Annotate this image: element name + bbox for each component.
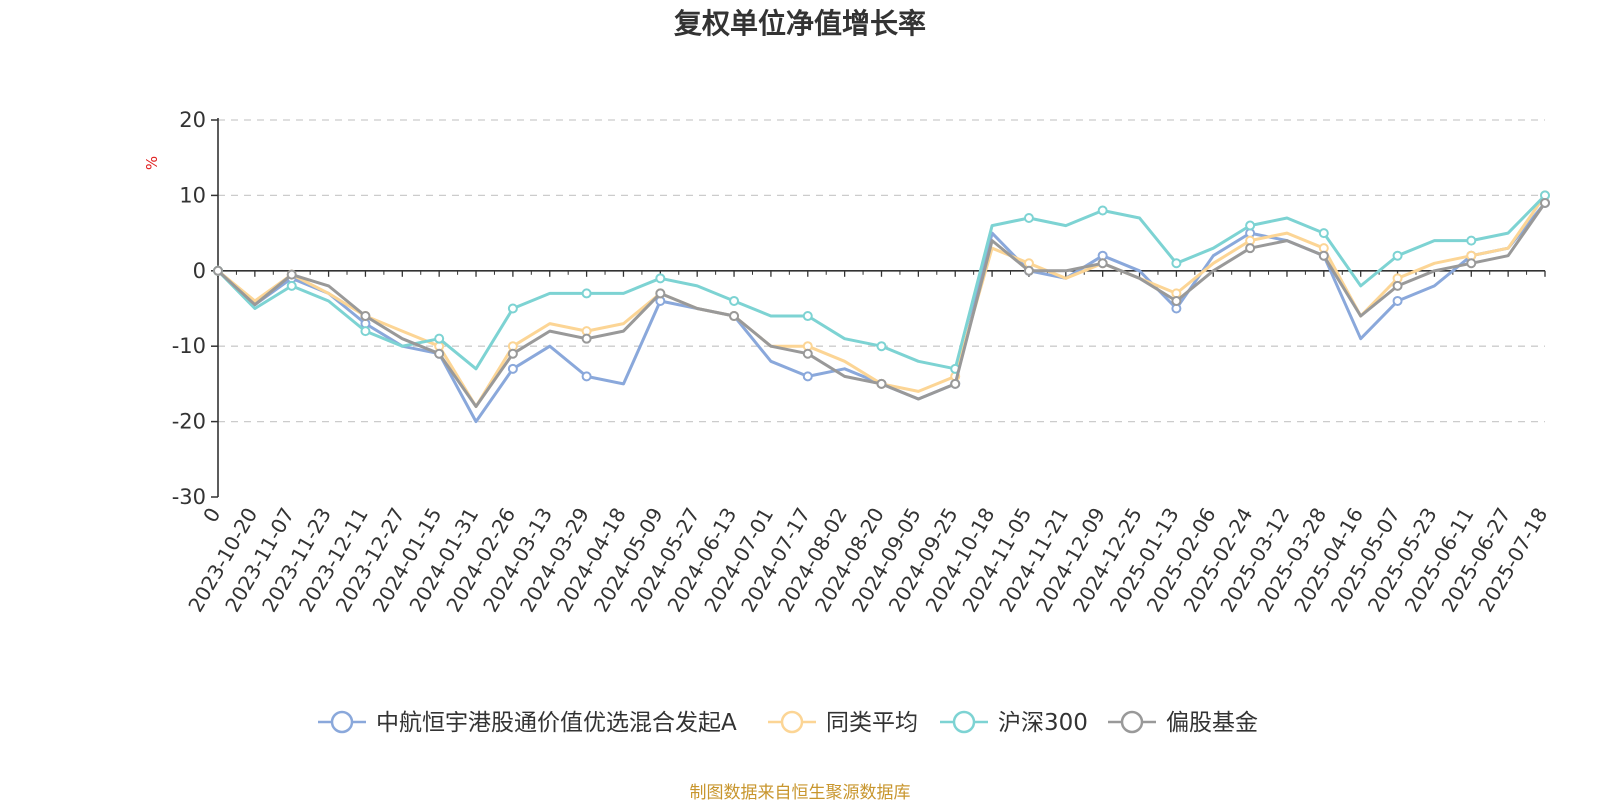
series-point-3 (1171, 295, 1182, 306)
y-tick-label: -20 (172, 410, 206, 434)
y-tick-label: 0 (193, 259, 206, 283)
series-point-3 (213, 265, 223, 276)
series-point-2 (360, 326, 371, 337)
series-point-3 (802, 348, 813, 359)
series-point-3 (1245, 243, 1256, 254)
series-point-3 (1392, 280, 1403, 291)
series-point-2 (581, 288, 592, 299)
series-point-0 (1392, 295, 1403, 306)
series-point-3 (286, 269, 297, 280)
series-point-3 (729, 311, 740, 322)
series-point-3 (1540, 197, 1550, 208)
series-point-2 (1171, 258, 1182, 269)
series-point-2 (802, 311, 813, 322)
series-point-2 (1023, 213, 1034, 224)
series-point-2 (729, 295, 740, 306)
legend-marker-icon-2[interactable] (952, 710, 976, 734)
legend-item-label[interactable]: 沪深300 (998, 710, 1088, 736)
chart-title: 复权单位净值增长率 (673, 7, 926, 40)
y-tick-label: 20 (179, 108, 206, 132)
series-point-3 (434, 348, 445, 359)
series-point-2 (286, 280, 297, 291)
legend-item-label[interactable]: 同类平均 (826, 710, 918, 736)
legend-marker-icon-0[interactable] (330, 710, 354, 734)
series-point-0 (507, 363, 518, 374)
series-point-3 (876, 378, 887, 389)
series-point-3 (1023, 265, 1034, 276)
series-point-2 (1318, 228, 1329, 239)
series-point-3 (1097, 258, 1108, 269)
series-point-3 (950, 378, 961, 389)
x-tick-label: 0 (198, 504, 225, 527)
series-point-2 (876, 341, 887, 352)
series-point-2 (434, 333, 445, 344)
source-note: 制图数据来自恒生聚源数据库 (689, 783, 911, 803)
legend-item-label[interactable]: 偏股基金 (1166, 710, 1258, 736)
series-point-2 (1466, 235, 1477, 246)
series-point-3 (360, 311, 371, 322)
series-point-2 (1097, 205, 1108, 216)
series-line-1 (216, 193, 1547, 408)
series-point-2 (1245, 220, 1256, 231)
series-point-2 (507, 303, 518, 314)
y-axis-unit-label: % (143, 156, 161, 170)
y-tick-label: -10 (172, 334, 206, 358)
y-tick-label: -30 (172, 485, 206, 509)
series-point-2 (655, 273, 666, 284)
series-point-3 (1466, 258, 1477, 269)
series-point-3 (1318, 250, 1329, 261)
series-point-3 (655, 288, 666, 299)
series-point-3 (581, 333, 592, 344)
legend-marker-icon-1[interactable] (780, 710, 804, 734)
series-point-3 (507, 348, 518, 359)
legend-marker-icon-3[interactable] (1120, 710, 1144, 734)
series-point-0 (581, 371, 592, 382)
series-point-2 (1392, 250, 1403, 261)
y-tick-label: 10 (179, 183, 206, 207)
legend-item-label[interactable]: 中航恒宇港股通价值优选混合发起A (376, 710, 737, 736)
series-point-0 (802, 371, 813, 382)
